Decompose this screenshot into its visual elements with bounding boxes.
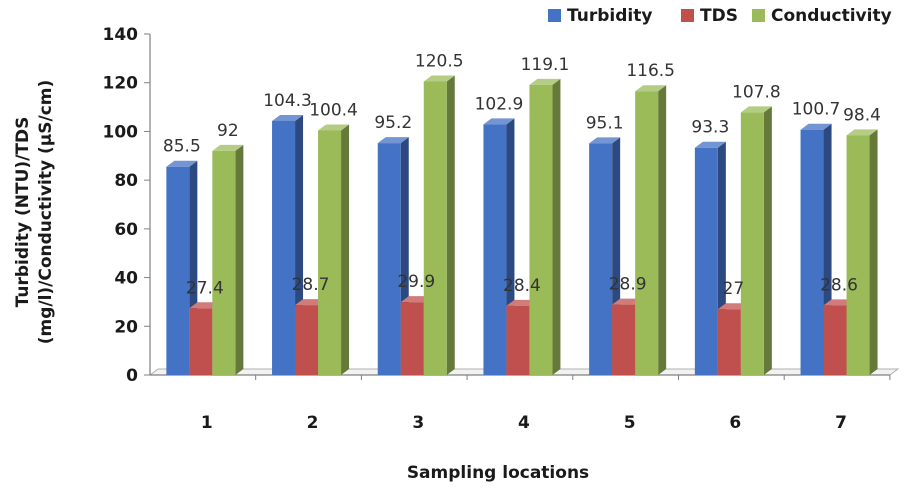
- data-label: 95.1: [586, 113, 624, 133]
- data-label: 28.7: [292, 275, 330, 295]
- bar-conductivity-6: [740, 112, 764, 376]
- bar-turbidity-5: [589, 143, 613, 375]
- bar-top: [212, 144, 244, 151]
- bar-top: [318, 124, 350, 131]
- data-label: 28.6: [820, 275, 858, 295]
- bar-conductivity-3: [423, 81, 447, 375]
- x-tick-label: 6: [729, 413, 741, 433]
- bar-conductivity-2: [318, 130, 342, 375]
- bar-side: [552, 78, 561, 375]
- x-axis: 1 2 3 4 5 6 7: [201, 375, 891, 433]
- bar-tds-6: [717, 309, 741, 375]
- y-tick-label: 140: [103, 25, 139, 45]
- bar-top: [589, 137, 621, 144]
- bar-conductivity-1: [212, 150, 236, 375]
- bar-top: [483, 118, 515, 125]
- data-label: 27: [723, 279, 745, 299]
- bar-side: [235, 144, 244, 375]
- y-tick-label: 40: [114, 269, 138, 289]
- x-tick-label: 1: [201, 413, 213, 433]
- bar-top: [694, 141, 726, 148]
- bar-top: [423, 75, 455, 82]
- legend-swatch-conductivity: [752, 9, 765, 22]
- data-label: 120.5: [415, 51, 464, 71]
- data-label: 100.7: [792, 100, 841, 120]
- data-label: 93.3: [691, 118, 729, 138]
- x-tick-label: 2: [307, 413, 319, 433]
- bar-tds-7: [823, 305, 847, 375]
- bar-top: [846, 129, 878, 136]
- data-label: 107.8: [732, 82, 781, 102]
- bar-conductivity-5: [635, 91, 659, 375]
- x-tick-label: 7: [835, 413, 847, 433]
- bar-tds-1: [189, 308, 213, 375]
- bar-conductivity-7: [846, 135, 870, 375]
- data-label: 27.4: [186, 278, 224, 298]
- y-tick-label: 60: [114, 220, 138, 240]
- bar-turbidity-2: [272, 120, 296, 375]
- legend-label-turbidity: Turbidity: [567, 6, 652, 26]
- bar-side: [869, 129, 878, 375]
- bar-side: [446, 75, 455, 375]
- y-tick-label: 20: [114, 317, 138, 337]
- legend: Turbidity TDS Conductivity: [548, 6, 892, 26]
- plot-area: [166, 75, 878, 376]
- bar-top: [377, 137, 409, 144]
- data-label: 119.1: [521, 55, 570, 75]
- bar-side: [341, 124, 350, 375]
- data-label: 116.5: [626, 61, 675, 81]
- y-axis: 0 20 40 60 80 100 120 140: [103, 25, 150, 386]
- data-label: 28.4: [503, 276, 541, 296]
- bar-turbidity-4: [483, 124, 507, 376]
- bar-top: [635, 85, 667, 92]
- legend-swatch-tds: [681, 9, 694, 22]
- data-label: 98.4: [843, 105, 881, 125]
- bar-top: [800, 123, 832, 130]
- bar-turbidity-6: [694, 147, 718, 375]
- data-label: 95.2: [374, 113, 412, 133]
- bar-side: [658, 85, 667, 375]
- data-labels: 85.5 27.4 92 104.3 28.7 100.4 95.2 29.9 120.5 102…: [163, 51, 881, 299]
- data-label: 100.4: [309, 100, 358, 120]
- bar-top: [740, 106, 772, 113]
- data-label: 29.9: [397, 272, 435, 292]
- x-tick-label: 3: [412, 413, 424, 433]
- x-tick-label: 4: [518, 413, 530, 433]
- legend-swatch-turbidity: [548, 9, 561, 22]
- y-tick-label: 100: [103, 122, 139, 142]
- bar-turbidity-3: [377, 143, 401, 375]
- bar-top: [166, 160, 198, 167]
- y-tick-label: 120: [103, 74, 139, 94]
- data-label: 104.3: [263, 91, 312, 111]
- bar-turbidity-7: [800, 129, 824, 375]
- legend-label-tds: TDS: [700, 6, 738, 26]
- bar-tds-2: [295, 305, 319, 375]
- data-label: 102.9: [475, 94, 524, 114]
- bar-tds-3: [400, 302, 424, 375]
- x-tick-label: 5: [624, 413, 636, 433]
- data-label: 92: [217, 121, 239, 141]
- bar-tds-5: [612, 304, 636, 375]
- bar-top: [272, 114, 304, 121]
- x-axis-title: Sampling locations: [407, 463, 589, 483]
- y-axis-title-line1: Turbidity (NTU)/TDS: [13, 117, 33, 308]
- y-tick-label: 0: [126, 366, 138, 386]
- data-label: 85.5: [163, 137, 201, 157]
- bar-turbidity-1: [166, 166, 190, 375]
- legend-label-conductivity: Conductivity: [771, 6, 892, 26]
- data-label: 28.9: [609, 275, 647, 295]
- bar-conductivity-4: [529, 84, 553, 375]
- bar-side: [763, 106, 772, 376]
- bar-tds-4: [506, 305, 530, 375]
- bar-top: [529, 78, 561, 85]
- y-axis-title-line2: (mg/l)/Conductivity (µS/cm): [36, 80, 56, 345]
- y-tick-label: 80: [114, 171, 138, 191]
